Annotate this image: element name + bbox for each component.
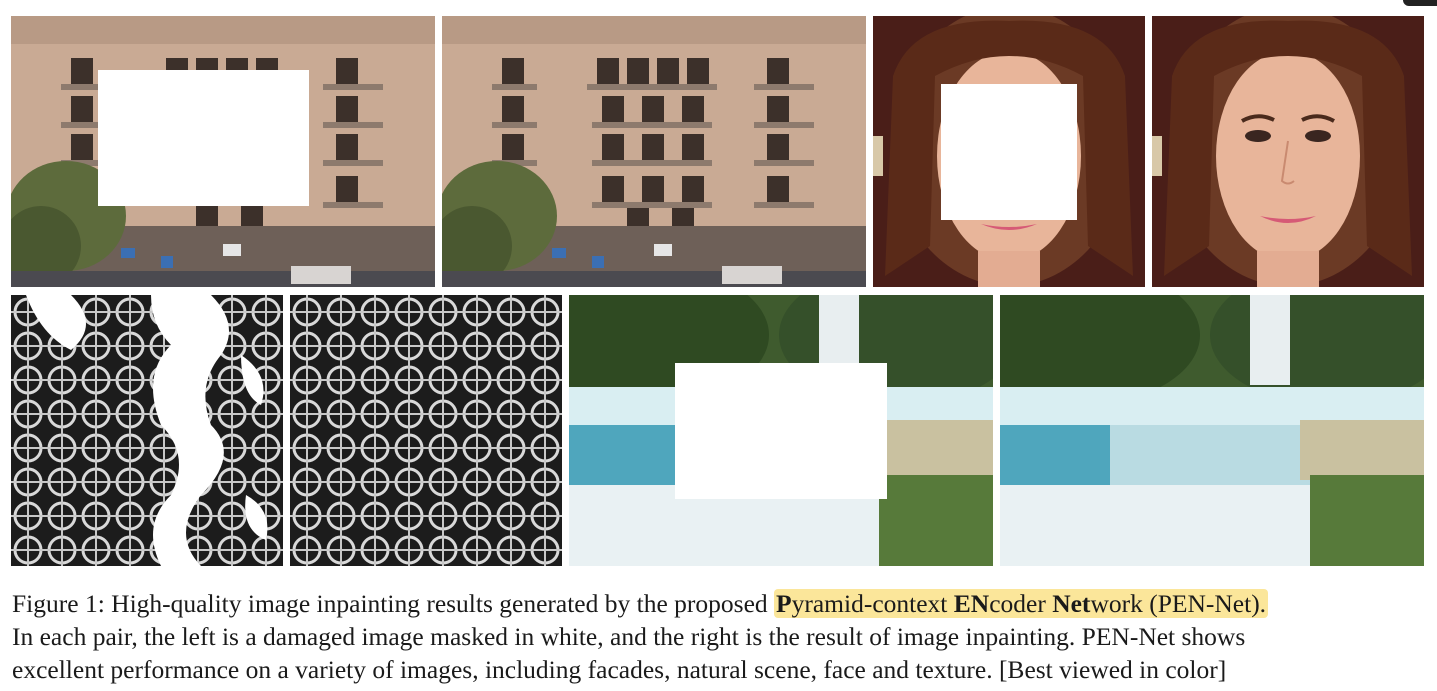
figure-label: Figure 1: (12, 589, 105, 618)
scene-result-image (1000, 295, 1424, 566)
texture-masked-image (11, 295, 283, 566)
model-name-part: yramid-context (791, 589, 954, 618)
model-name-highlight: Pyramid-context ENcoder Network (PEN-Net… (774, 589, 1269, 618)
model-name-part: Net (1052, 589, 1091, 618)
caption-line-1-text: High-quality image inpainting results ge… (111, 589, 768, 618)
caption-line-1: Figure 1: High-quality image inpainting … (12, 587, 1427, 620)
figure-caption: Figure 1: High-quality image inpainting … (12, 587, 1427, 686)
face-result-image (1152, 16, 1424, 287)
model-name-part: work (PEN-Net). (1090, 589, 1267, 618)
facade-result-image (442, 16, 866, 287)
face-masked-image (873, 16, 1145, 287)
texture-result-image (290, 295, 562, 566)
scene-masked-image (569, 295, 993, 566)
caption-line-3: excellent performance on a variety of im… (12, 655, 1227, 684)
window-corner (1403, 0, 1437, 6)
model-name-part: P (776, 589, 792, 618)
caption-line-2: In each pair, the left is a damaged imag… (12, 622, 1246, 651)
model-name-part: EN (953, 589, 990, 618)
facade-masked-image (11, 16, 435, 287)
model-name-part: coder (989, 589, 1053, 618)
